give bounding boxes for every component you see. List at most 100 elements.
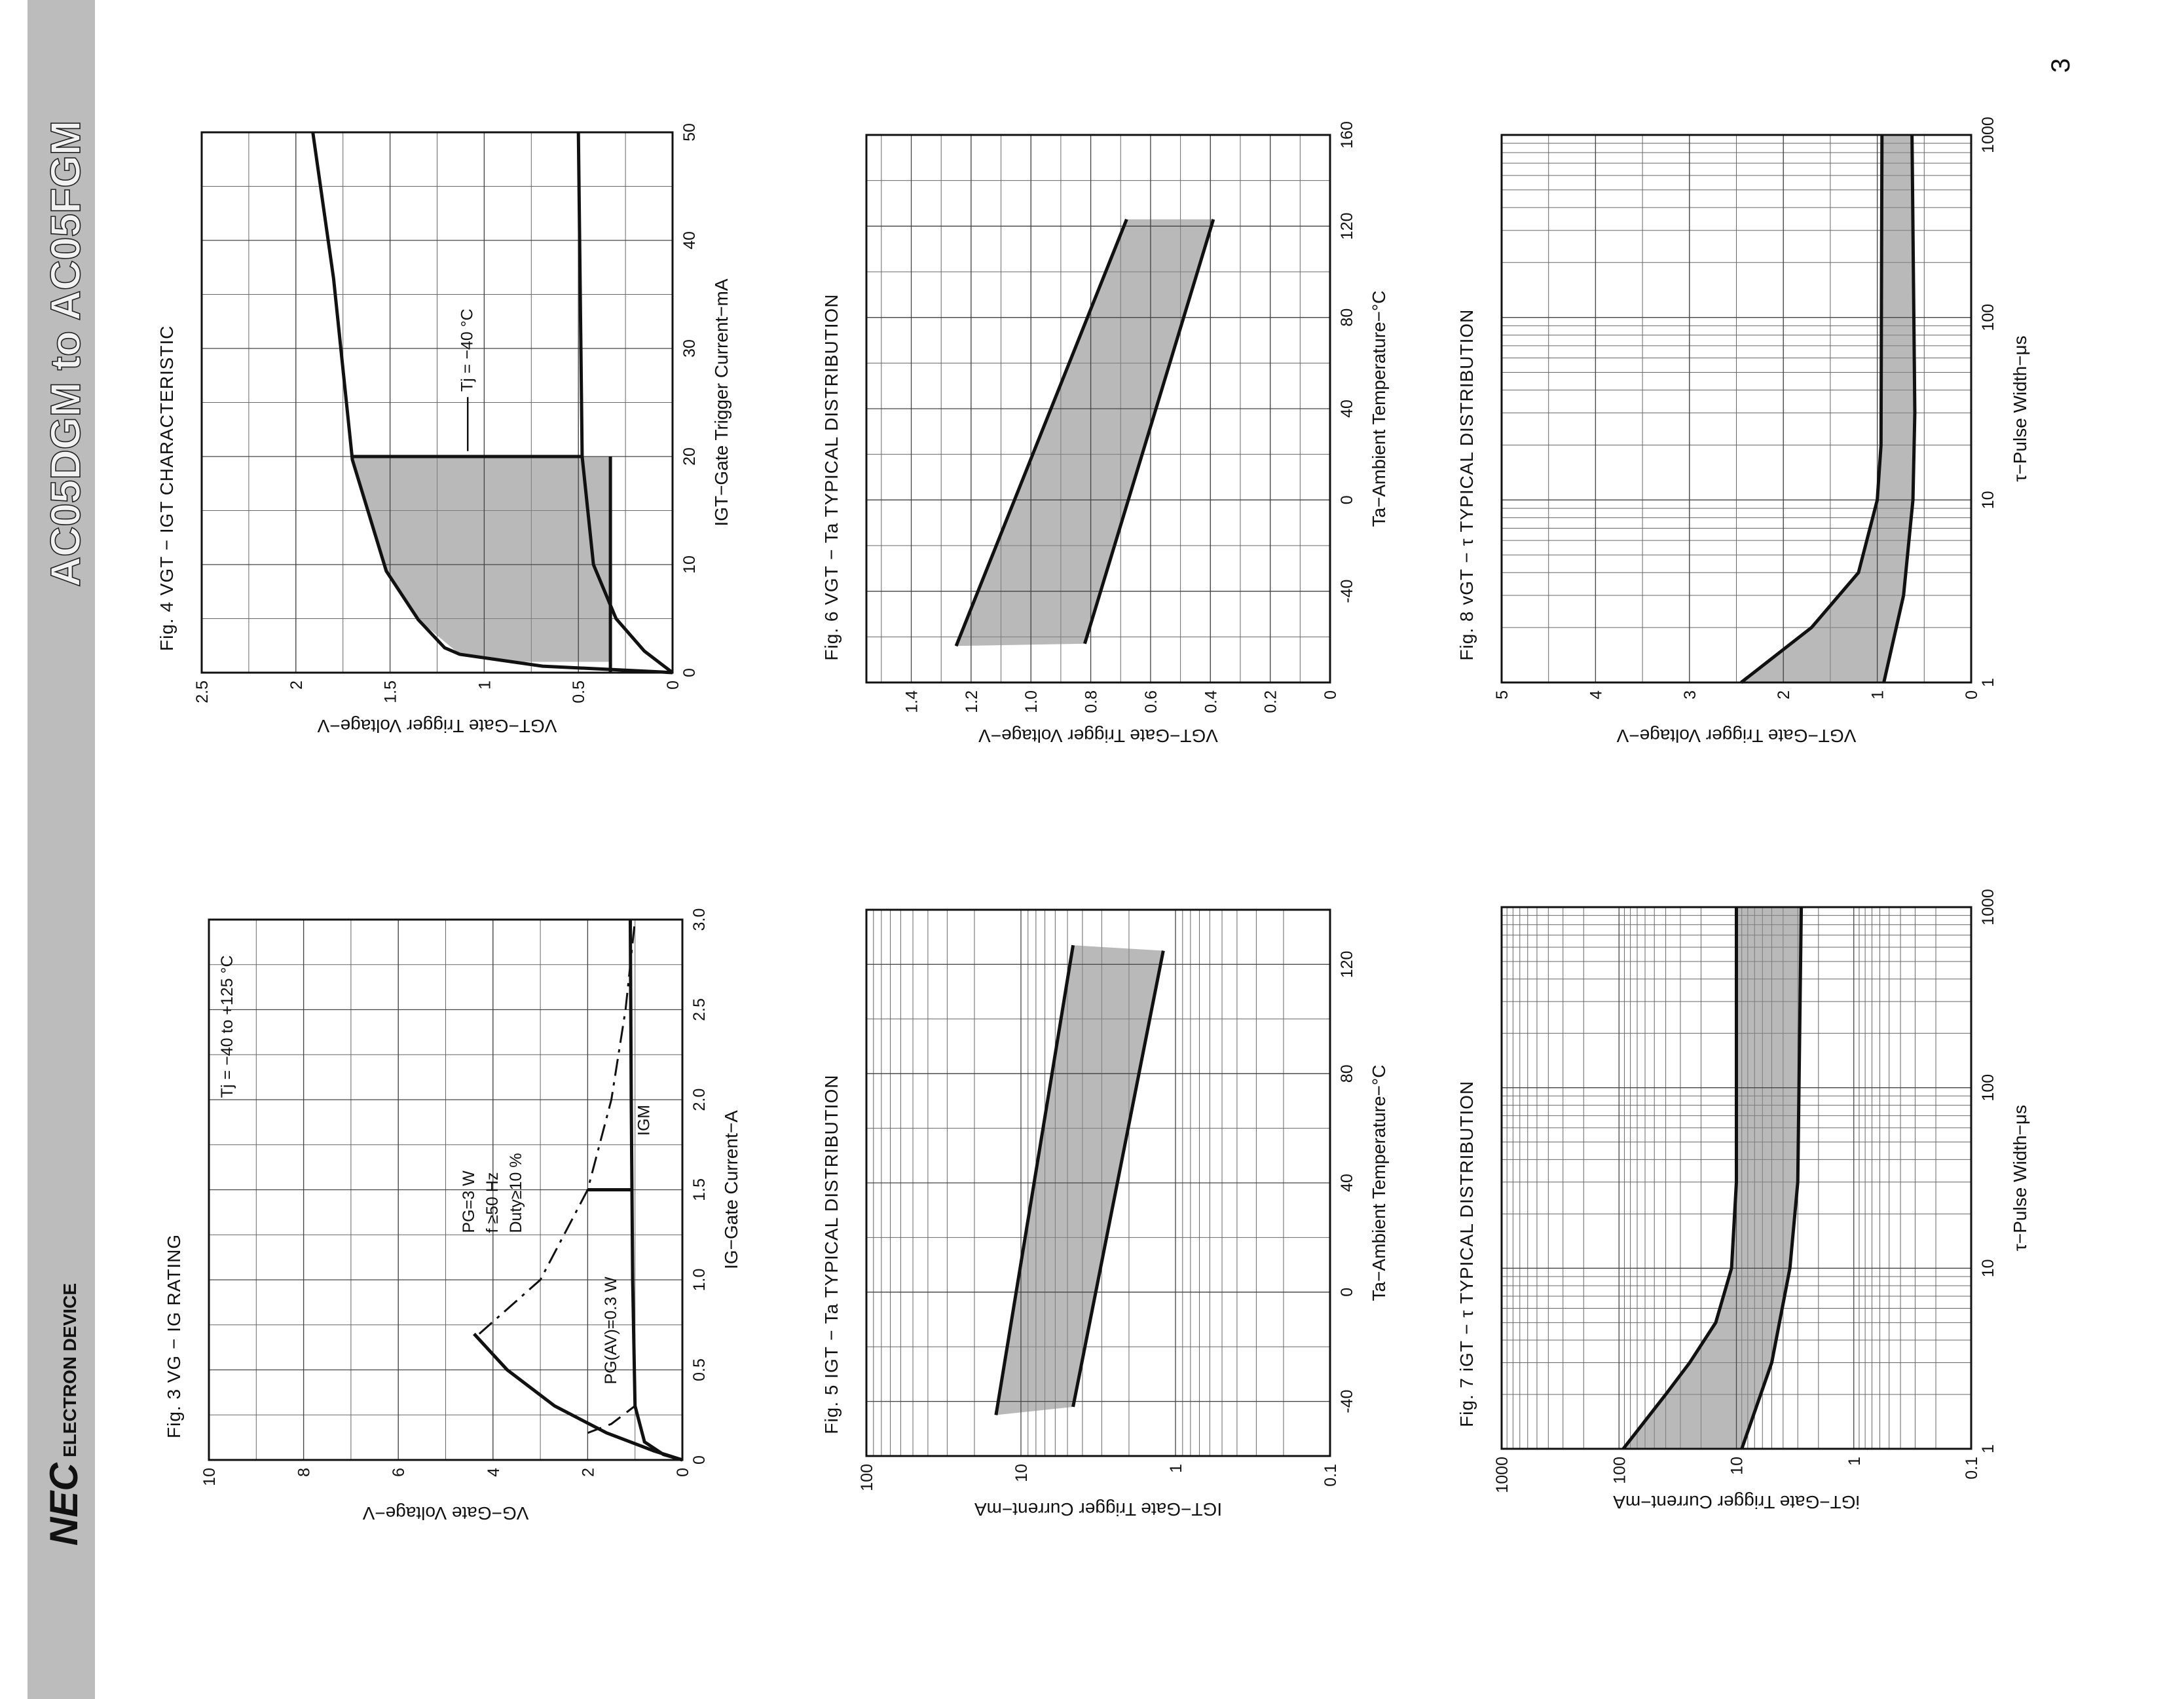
chart-title: Fig. 5 IGT − Ta TYPICAL DISTRIBUTION (821, 1074, 842, 1434)
curve (576, 132, 674, 674)
annotation: f ≥50 Hz (483, 1172, 502, 1233)
curve (628, 919, 683, 1462)
shaded-band (352, 457, 611, 662)
y-axis-label: VGT−Gate Trigger Voltage−V (978, 726, 1218, 746)
y-tick-label: 2 (1775, 690, 1793, 700)
x-tick-label: 0.5 (690, 1358, 709, 1381)
y-tick-label: 0.2 (1262, 690, 1280, 713)
x-tick-label: 1.0 (690, 1269, 709, 1292)
y-tick-label: 2 (287, 681, 306, 690)
x-tick-label: 2.0 (690, 1089, 709, 1111)
x-tick-label: 40 (680, 231, 699, 250)
x-axis-label: τ−Pulse Width−μs (2010, 1105, 2030, 1251)
y-axis-label: IGT−Gate Trigger Current−mA (974, 1499, 1222, 1520)
y-tick-label: 1000 (1493, 1457, 1511, 1493)
brand: NEC (42, 1462, 86, 1546)
y-tick-label: 2 (579, 1468, 597, 1477)
x-tick-label: -40 (1338, 580, 1356, 603)
x-axis-label: τ−Pulse Width−μs (2010, 335, 2030, 481)
x-tick-label: -40 (1338, 1390, 1356, 1413)
y-axis-label: VG−Gate Voltage−V (362, 1503, 528, 1523)
curve (1740, 906, 1804, 1449)
y-tick-label: 100 (858, 1464, 876, 1491)
y-axis-label: iGT−Gate Trigger Current−mA (1613, 1492, 1860, 1512)
curve (1621, 907, 1738, 1450)
y-tick-label: 0.1 (1322, 1464, 1340, 1487)
y-tick-label: 1 (475, 681, 494, 690)
y-tick-label: 10 (200, 1468, 219, 1486)
y-tick-label: 2.5 (193, 681, 212, 703)
chart: 1 10 100 1000 0.1 1 10 100 1000 Fig. 7 iGT − τ TY… (1456, 889, 2030, 1512)
curve (1071, 950, 1165, 1408)
y-tick-label: 4 (1587, 690, 1605, 700)
annotation: PG=3 W (460, 1170, 478, 1233)
plot-frame (1500, 134, 1972, 684)
x-tick-label: 1000 (1979, 117, 1997, 153)
y-tick-label: 0.4 (1202, 690, 1220, 713)
x-tick-label: 30 (680, 339, 699, 358)
x-tick-label: 1 (1979, 1444, 1997, 1453)
x-axis-label: Ta−Ambient Temperature−°C (1369, 291, 1389, 527)
shaded-band (956, 219, 1213, 646)
y-axis-label: VGT−Gate Trigger Voltage−V (1616, 726, 1856, 746)
chart: -40 0 40 80 120 160 0 0.2 0.4 0.6 0.8 1.0 1.2 1.4 Fig.… (821, 121, 1389, 746)
y-tick-label: 0 (1963, 690, 1981, 700)
chart: -40 0 40 80 120 0.1 1 10 100 Fig. 5 IGT − Ta TYPI… (821, 908, 1389, 1520)
x-tick-label: 0 (680, 668, 699, 677)
chart-title: Fig. 7 iGT − τ TYPICAL DISTRIBUTION (1456, 1081, 1477, 1427)
curve (1740, 134, 1884, 684)
y-tick-label: 100 (1610, 1457, 1629, 1484)
y-tick-label: 0.8 (1083, 690, 1101, 713)
chart-title: Fig. 4 VGT − IGT CHARACTERISTIC (157, 326, 177, 652)
shaded-band (1623, 907, 1802, 1449)
curve (1882, 134, 1917, 683)
y-tick-label: 1 (1869, 690, 1887, 700)
annotation: PG(AV)=0.3 W (602, 1277, 620, 1385)
annotation: IGM (635, 1105, 653, 1136)
shaded-band (1741, 135, 1915, 682)
x-tick-label: 120 (1338, 951, 1356, 979)
y-tick-label: 0.5 (570, 681, 588, 703)
y-tick-label: 1.4 (903, 690, 921, 713)
x-tick-label: 1.5 (690, 1178, 709, 1201)
x-tick-label: 1000 (1979, 889, 1997, 925)
x-tick-label: 100 (1979, 304, 1997, 331)
x-axis-label: IGT−Gate Trigger Current−mA (711, 278, 731, 526)
chart: 1 10 100 1000 0 1 2 3 4 5 Fig. 8 vGT − τ TYPICAL D… (1456, 117, 2030, 746)
x-tick-label: 1 (1979, 678, 1997, 687)
x-tick-label: 0 (1338, 495, 1356, 504)
y-tick-label: 6 (390, 1468, 408, 1477)
y-tick-label: 4 (485, 1468, 503, 1477)
x-tick-label: 40 (1338, 400, 1356, 418)
y-tick-label: 0.6 (1142, 690, 1160, 713)
x-tick-label: 40 (1338, 1174, 1356, 1192)
curve (587, 1405, 636, 1434)
annotation: Duty≥10 % (507, 1153, 525, 1233)
x-tick-label: 0 (690, 1455, 709, 1465)
y-tick-label: 1 (1845, 1457, 1864, 1466)
y-tick-label: 0 (664, 681, 682, 690)
plot-frame (865, 134, 1331, 684)
x-tick-label: 10 (1979, 491, 1997, 509)
curve (1083, 219, 1215, 644)
x-axis-label: Ta−Ambient Temperature−°C (1369, 1065, 1389, 1301)
chart: 0 0.5 1.0 1.5 2.0 2.5 3.0 0 2 4 6 8 10 Fig. 3 VG − IG… (164, 908, 741, 1523)
chart: 0 10 20 30 40 50 0 0.5 1 1.5 2 2.5 Fig. 4 VGT − IGT … (157, 123, 731, 736)
shaded-band (995, 945, 1164, 1415)
chart-title: Fig. 3 VG − IG RATING (164, 1234, 184, 1438)
y-tick-label: 1 (1167, 1464, 1185, 1473)
x-tick-label: 10 (680, 555, 699, 574)
plot-frame (208, 918, 684, 1461)
y-tick-label: 0 (674, 1468, 692, 1477)
x-tick-label: 80 (1338, 1064, 1356, 1083)
curve (994, 944, 1075, 1415)
y-tick-label: 1.0 (1022, 690, 1041, 713)
annotation: Tj = −40 °C (458, 308, 476, 392)
curve (478, 919, 637, 1335)
y-tick-label: 8 (295, 1468, 314, 1477)
x-axis-label: IG−Gate Current−A (721, 1110, 741, 1269)
x-tick-label: 120 (1338, 212, 1356, 240)
x-tick-label: 50 (680, 123, 699, 141)
